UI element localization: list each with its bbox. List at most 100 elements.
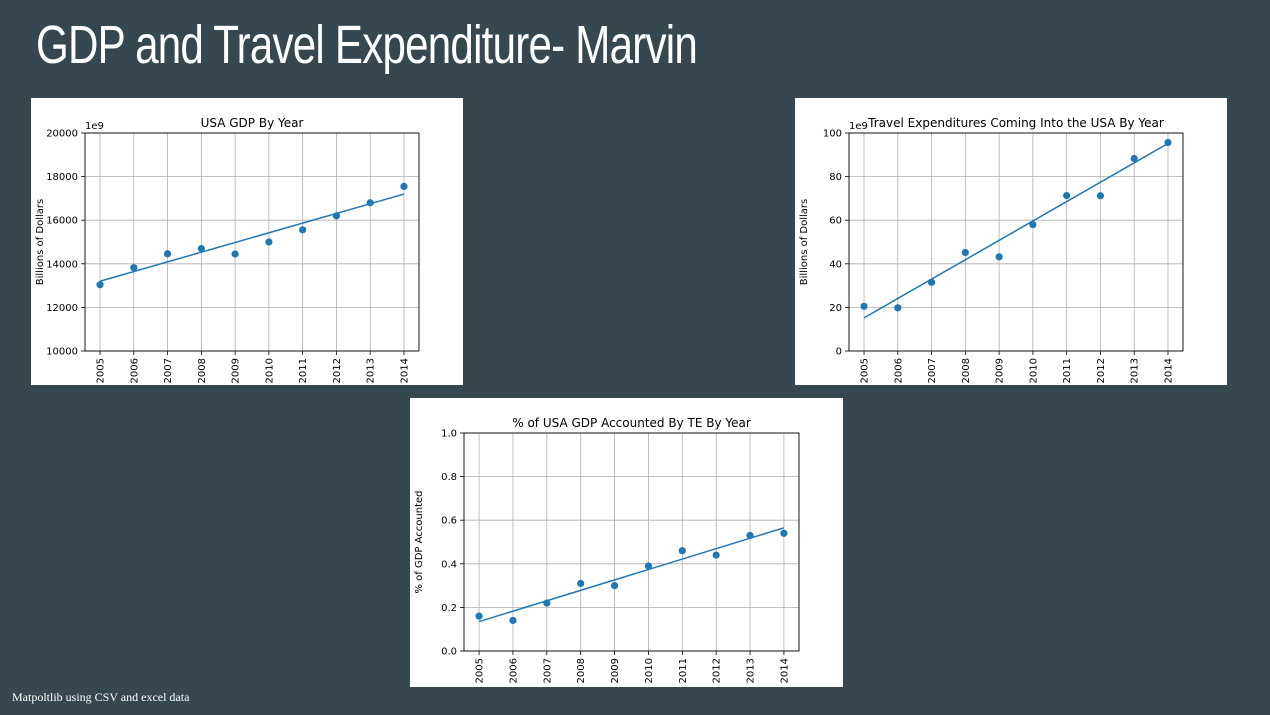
trend-line bbox=[863, 142, 1169, 319]
y-tick-label: 12000 bbox=[46, 303, 78, 314]
y-tick-label: 0.4 bbox=[441, 559, 457, 570]
y-tick-label: 10000 bbox=[46, 347, 78, 358]
chart-title: % of USA GDP Accounted By TE By Year bbox=[512, 416, 751, 430]
y-axis-label: % of GDP Accounted bbox=[414, 490, 425, 593]
axis-offset-text: 1e9 bbox=[849, 121, 868, 132]
trend-line bbox=[478, 527, 785, 623]
data-point bbox=[475, 612, 483, 620]
x-tick-label: 2013 bbox=[1130, 358, 1141, 383]
data-point bbox=[265, 238, 273, 246]
y-tick-label: 100 bbox=[823, 129, 842, 140]
gdp-share-chart-panel: 0.0 0.2 0.4 0.6 0.8 1.0 2005 2006 2007 2008 2009 20… bbox=[410, 398, 843, 687]
x-tick-label: 2009 bbox=[610, 658, 621, 683]
data-point bbox=[927, 278, 936, 286]
travel-expenditure-chart-panel: 0 20 40 60 80 100 2005 2006 2007 2008 2009 2010 2011… bbox=[795, 98, 1227, 385]
data-point bbox=[543, 599, 551, 607]
data-point bbox=[366, 199, 374, 207]
slide-title: GDP and Travel Expenditure- Marvin bbox=[36, 15, 698, 75]
x-tick-label: 2006 bbox=[508, 658, 519, 683]
y-tick-label: 0 bbox=[836, 347, 842, 358]
data-point bbox=[995, 253, 1003, 261]
plot-frame bbox=[84, 132, 420, 352]
data-point bbox=[644, 562, 653, 570]
data-point bbox=[163, 250, 172, 258]
data-point bbox=[299, 226, 307, 234]
x-tick-label: 2011 bbox=[678, 658, 689, 683]
data-point bbox=[1164, 138, 1172, 147]
plot-frame bbox=[848, 132, 1184, 352]
x-tick-label: 2008 bbox=[961, 358, 972, 383]
x-tick-label: 2013 bbox=[746, 658, 757, 683]
x-tick-label: 2006 bbox=[893, 358, 904, 383]
y-tick-label: 0.2 bbox=[441, 603, 457, 614]
y-axis-label: Billions of Dollars bbox=[35, 199, 46, 285]
data-point bbox=[746, 531, 754, 540]
gdp-chart: 10000 12000 14000 16000 18000 20000 2005 2006 20… bbox=[35, 116, 420, 383]
chart-title: USA GDP By Year bbox=[201, 116, 304, 130]
gdp-share-chart: 0.0 0.2 0.4 0.6 0.8 1.0 2005 2006 2007 2008 2009 20… bbox=[414, 416, 800, 683]
x-tick-label: 2005 bbox=[860, 358, 871, 383]
y-tick-label: 18000 bbox=[46, 172, 78, 183]
y-tick-label: 14000 bbox=[46, 259, 78, 270]
x-tick-label: 2008 bbox=[197, 358, 208, 383]
gdp-chart-panel: 10000 12000 14000 16000 18000 20000 2005 2006 20… bbox=[31, 98, 463, 385]
data-point bbox=[332, 212, 341, 220]
plot-frame bbox=[463, 432, 800, 652]
axis-offset-text: 1e9 bbox=[85, 121, 104, 132]
y-axis-label: Billions of Dollars bbox=[799, 199, 810, 285]
y-tick-label: 80 bbox=[829, 172, 842, 183]
x-tick-label: 2012 bbox=[332, 358, 343, 383]
x-tick-label: 2007 bbox=[163, 358, 174, 383]
data-point bbox=[610, 582, 619, 590]
data-point bbox=[780, 529, 788, 537]
data-point bbox=[577, 579, 585, 588]
y-tick-label: 20 bbox=[829, 303, 842, 314]
y-tick-label: 0.8 bbox=[441, 472, 457, 483]
x-tick-label: 2006 bbox=[129, 358, 140, 383]
x-tick-label: 2011 bbox=[1062, 358, 1073, 383]
y-tick-label: 16000 bbox=[46, 216, 78, 227]
x-tick-label: 2007 bbox=[927, 358, 938, 383]
y-tick-label: 40 bbox=[829, 259, 842, 270]
data-point bbox=[231, 250, 239, 258]
data-point bbox=[1130, 154, 1138, 163]
data-point bbox=[678, 547, 686, 555]
x-tick-label: 2012 bbox=[1096, 358, 1107, 383]
data-point bbox=[130, 264, 138, 272]
x-tick-label: 2010 bbox=[264, 358, 275, 383]
y-tick-label: 0.0 bbox=[441, 647, 457, 658]
data-point bbox=[1063, 191, 1071, 200]
footnote: Matpoltlib using CSV and excel data bbox=[12, 690, 190, 704]
x-tick-label: 2009 bbox=[995, 358, 1006, 383]
data-point bbox=[712, 551, 720, 559]
x-tick-label: 2014 bbox=[1163, 358, 1174, 383]
data-point bbox=[961, 248, 969, 257]
data-point bbox=[1096, 192, 1105, 200]
data-point bbox=[894, 304, 902, 312]
x-tick-label: 2014 bbox=[399, 358, 410, 383]
data-point bbox=[509, 616, 517, 625]
data-point bbox=[197, 244, 205, 253]
trend-line bbox=[99, 193, 405, 282]
x-tick-label: 2014 bbox=[779, 658, 790, 683]
x-tick-label: 2005 bbox=[475, 658, 486, 683]
x-tick-label: 2011 bbox=[298, 358, 309, 383]
x-tick-label: 2013 bbox=[366, 358, 377, 383]
x-tick-label: 2010 bbox=[644, 658, 655, 683]
data-point bbox=[96, 281, 104, 289]
x-tick-label: 2008 bbox=[576, 658, 587, 683]
y-tick-label: 1.0 bbox=[441, 429, 457, 440]
y-tick-label: 60 bbox=[829, 216, 842, 227]
x-tick-label: 2010 bbox=[1028, 358, 1039, 383]
y-tick-label: 0.6 bbox=[441, 516, 457, 527]
x-tick-label: 2012 bbox=[712, 658, 723, 683]
chart-title: Travel Expenditures Coming Into the USA … bbox=[867, 116, 1164, 130]
data-point bbox=[860, 302, 868, 310]
travel-expenditure-chart: 0 20 40 60 80 100 2005 2006 2007 2008 2009 2010 2011… bbox=[799, 116, 1184, 383]
x-tick-label: 2009 bbox=[231, 358, 242, 383]
y-tick-label: 20000 bbox=[46, 129, 78, 140]
x-tick-label: 2007 bbox=[542, 658, 553, 683]
x-tick-label: 2005 bbox=[96, 358, 107, 383]
data-point bbox=[400, 182, 408, 191]
data-point bbox=[1029, 220, 1037, 229]
